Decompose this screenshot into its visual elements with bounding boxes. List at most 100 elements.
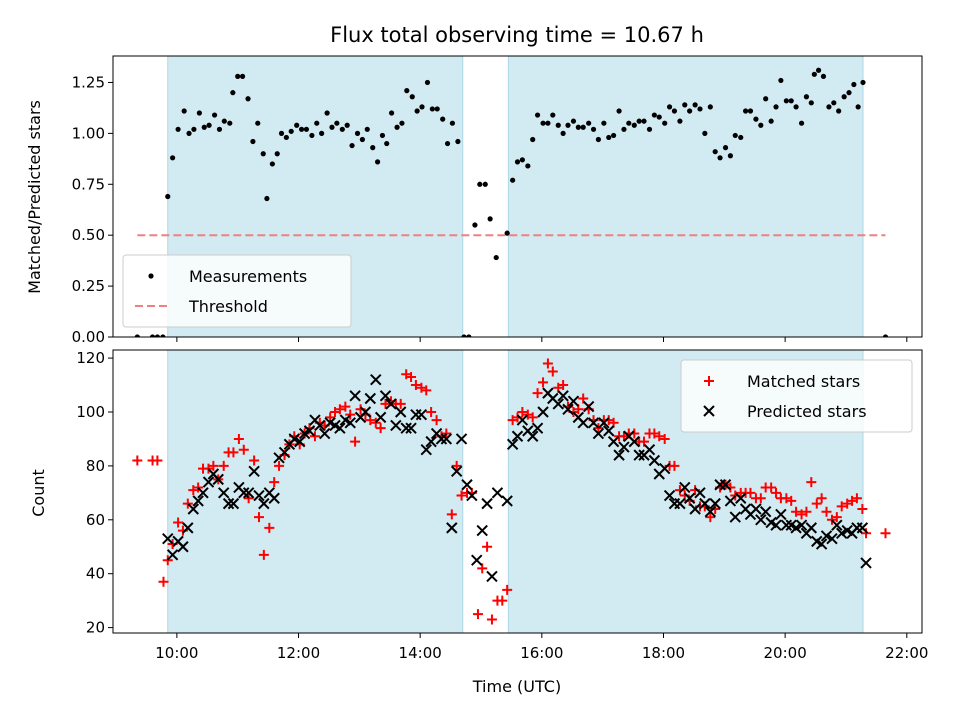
predicted-stars-point [425, 435, 437, 448]
predicted-stars-point [805, 522, 818, 534]
matched-stars-point [880, 528, 891, 539]
predicted-stars-point [577, 417, 589, 429]
matched-stars-point [806, 477, 817, 488]
predicted-stars-point [820, 530, 833, 542]
measurement-point [803, 94, 810, 100]
matched-stars-point [831, 512, 842, 523]
measurement-point [134, 334, 140, 337]
measurement-point [616, 108, 622, 114]
measurement-point [747, 108, 754, 114]
measurement-point [419, 104, 425, 110]
measurement-point [836, 108, 842, 114]
measurement-point [636, 118, 642, 124]
measurement-point [841, 94, 847, 100]
predicted-stars-point [400, 422, 412, 434]
matched-stars-point [380, 398, 391, 409]
measurement-point [826, 104, 832, 110]
predicted-stars-point [248, 465, 260, 477]
measurement-point [666, 104, 673, 110]
x-tick-label: 12:00 [277, 644, 320, 662]
measurement-point [329, 124, 335, 130]
predicted-stars-point [435, 433, 448, 445]
predicted-stars-point [648, 454, 661, 467]
measurement-point [239, 73, 246, 79]
measurement-point [294, 122, 300, 128]
predicted-stars-point [162, 532, 174, 545]
predicted-stars-point [349, 390, 361, 402]
count-panel: 20 40 60 80 100 120 10:00 12:00 14:00 16:00 18:00 2… [76, 349, 928, 662]
predicted-stars-point [440, 433, 453, 445]
predicted-stars-point [557, 390, 569, 402]
measurement-point [493, 254, 499, 261]
measurement-point [399, 120, 405, 126]
matched-stars-point [836, 501, 847, 512]
predicted-stars-point [370, 373, 382, 386]
matched-stars-point [527, 412, 538, 423]
predicted-stars-point [704, 506, 717, 518]
predicted-stars-point [790, 522, 802, 534]
measurement-point [815, 67, 822, 73]
predicted-stars-point [795, 519, 808, 531]
predicted-stars-point [491, 487, 504, 499]
measurement-point [798, 120, 805, 126]
measurement-point [487, 216, 493, 222]
predicted-stars-point [755, 514, 767, 526]
predicted-stars-point [258, 497, 270, 510]
predicted-stars-point [415, 408, 428, 421]
predicted-stars-point [238, 487, 250, 499]
measurement-point [590, 126, 597, 132]
predicted-stars-point [450, 465, 463, 477]
matched-stars-point [375, 423, 386, 434]
predicted-stars-point [227, 497, 240, 510]
measurement-point [778, 77, 784, 84]
plot-area [134, 67, 889, 337]
predicted-stars-point [567, 395, 580, 407]
predicted-stars-point [197, 487, 209, 499]
predicted-stars-point [268, 492, 280, 504]
predicted-stars-point [531, 422, 544, 434]
predicted-stars-point [562, 403, 574, 416]
predicted-stars-point [334, 422, 346, 434]
x-tick-label: 20:00 [764, 644, 807, 662]
measurement-point [631, 122, 637, 128]
measurement-point [255, 120, 261, 126]
matched-stars-point [456, 490, 467, 501]
matched-stars-point [532, 388, 543, 399]
measurement-point [580, 124, 586, 130]
shaded-interval-2 [507, 55, 864, 338]
legend-marker-dot [148, 273, 154, 279]
matched-stars-point [659, 433, 670, 444]
matched-stars-point [801, 506, 812, 517]
matched-stars-point [705, 512, 716, 523]
matched-stars-point [791, 506, 802, 517]
measurement-point [510, 177, 516, 183]
legend-box [122, 254, 352, 328]
predicted-stars-point [242, 487, 255, 499]
measurement-point [565, 122, 571, 128]
matched-stars-point [233, 433, 244, 444]
matched-stars-point [755, 493, 766, 504]
y-tick-label: 0.00 [72, 328, 105, 346]
measurement-point [727, 153, 733, 159]
matched-stars-point [238, 444, 249, 455]
x-axis-label: Time (UTC) [472, 677, 561, 696]
predicted-stars-point [699, 497, 711, 510]
measurement-point [555, 122, 561, 128]
measurement-point [278, 130, 285, 136]
measurement-point [811, 71, 817, 77]
legend-label: Matched stars [747, 372, 860, 391]
measurement-point [264, 195, 270, 202]
measurement-point [732, 132, 738, 139]
matched-stars-point [502, 584, 513, 595]
measurement-point [595, 136, 602, 143]
measurement-point [283, 134, 289, 141]
matched-stars-point [542, 358, 553, 369]
legend-marker-plus [704, 376, 714, 386]
measurement-point [560, 130, 566, 136]
matched-stars-point [158, 576, 169, 587]
y-tick-label: 0.25 [72, 277, 105, 295]
plot-area [132, 358, 891, 625]
measurement-point [196, 110, 202, 116]
x-tick-label: 16:00 [520, 644, 563, 662]
measurement-point [455, 138, 461, 145]
